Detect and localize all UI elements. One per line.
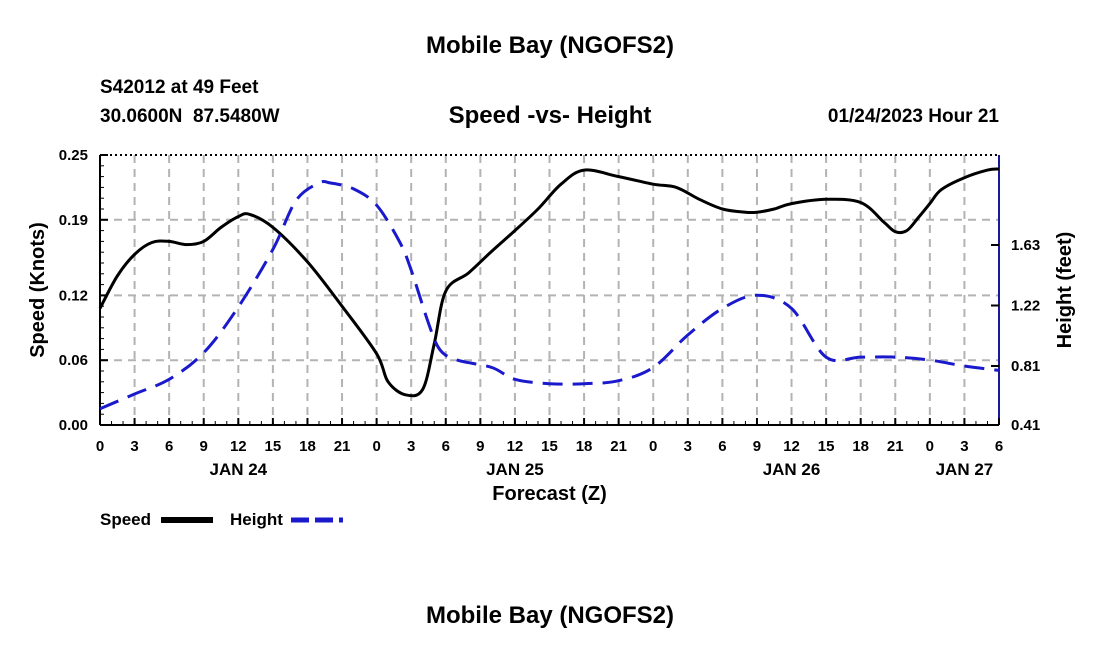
x-tick-label: 6: [165, 438, 173, 455]
x-tick-label: 18: [576, 438, 593, 455]
speed-series-line: [98, 167, 1000, 398]
x-tick-label: 18: [299, 438, 316, 455]
legend-speed-label: Speed: [100, 510, 151, 529]
x-tick-label: 6: [442, 438, 450, 455]
chart-subtitle: Speed -vs- Height: [448, 102, 652, 129]
y2-tick-label: 0.41: [1011, 417, 1040, 434]
date-label: JAN 24: [209, 460, 267, 479]
x-axis-title: Forecast (Z): [492, 483, 606, 505]
date-label: JAN 27: [936, 460, 994, 479]
y-tick-label: 0.12: [59, 287, 88, 304]
x-tick-label: 0: [372, 438, 380, 455]
x-tick-label: 6: [995, 438, 1003, 455]
date-label: JAN 25: [486, 460, 544, 479]
x-tick-label: 9: [753, 438, 761, 455]
station-label: S42012 at 49 Feet: [100, 77, 259, 98]
x-tick-label: 15: [541, 438, 558, 455]
x-tick-label: 6: [718, 438, 726, 455]
x-tick-label: 21: [887, 438, 904, 455]
x-tick-label: 21: [610, 438, 627, 455]
x-tick-label: 18: [852, 438, 869, 455]
x-tick-label: 0: [926, 438, 934, 455]
x-tick-label: 9: [200, 438, 208, 455]
x-tick-label: 12: [230, 438, 247, 455]
y-tick-label: 0.19: [59, 212, 88, 229]
y2-tick-label: 1.22: [1011, 297, 1040, 314]
x-tick-label: 0: [649, 438, 657, 455]
forecast-timestamp: 01/24/2023 Hour 21: [827, 106, 999, 127]
legend-height-label: Height: [230, 510, 283, 529]
footer-title: Mobile Bay (NGOFS2): [425, 602, 675, 629]
x-tick-label: 12: [507, 438, 524, 455]
x-tick-label: 9: [476, 438, 484, 455]
x-tick-label: 3: [130, 438, 138, 455]
y2-axis-title: Height (feet): [1054, 232, 1076, 349]
coordinates-label: 30.0600N 87.5480W: [100, 106, 280, 127]
page-title: Mobile Bay (NGOFS2): [425, 32, 675, 59]
x-tick-label: 21: [334, 438, 351, 455]
x-tick-label: 3: [960, 438, 968, 455]
date-label: JAN 26: [763, 460, 821, 479]
y-axis-title: Speed (Knots): [27, 222, 49, 358]
height-series-line: [99, 179, 1000, 411]
y2-tick-label: 0.81: [1011, 358, 1040, 375]
y2-tick-label: 1.63: [1011, 237, 1040, 254]
x-tick-label: 15: [265, 438, 282, 455]
y-tick-label: 0.25: [59, 147, 88, 164]
y-tick-label: 0.06: [59, 352, 88, 369]
y-tick-label: 0.00: [59, 417, 88, 434]
x-tick-label: 3: [684, 438, 692, 455]
x-tick-label: 15: [818, 438, 835, 455]
x-tick-label: 0: [96, 438, 104, 455]
x-tick-label: 3: [407, 438, 415, 455]
x-tick-label: 12: [783, 438, 800, 455]
